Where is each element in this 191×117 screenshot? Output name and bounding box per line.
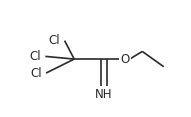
Text: Cl: Cl xyxy=(29,50,41,63)
Text: O: O xyxy=(121,53,130,66)
Text: NH: NH xyxy=(95,88,112,101)
Text: Cl: Cl xyxy=(49,34,60,47)
Text: Cl: Cl xyxy=(30,67,42,80)
